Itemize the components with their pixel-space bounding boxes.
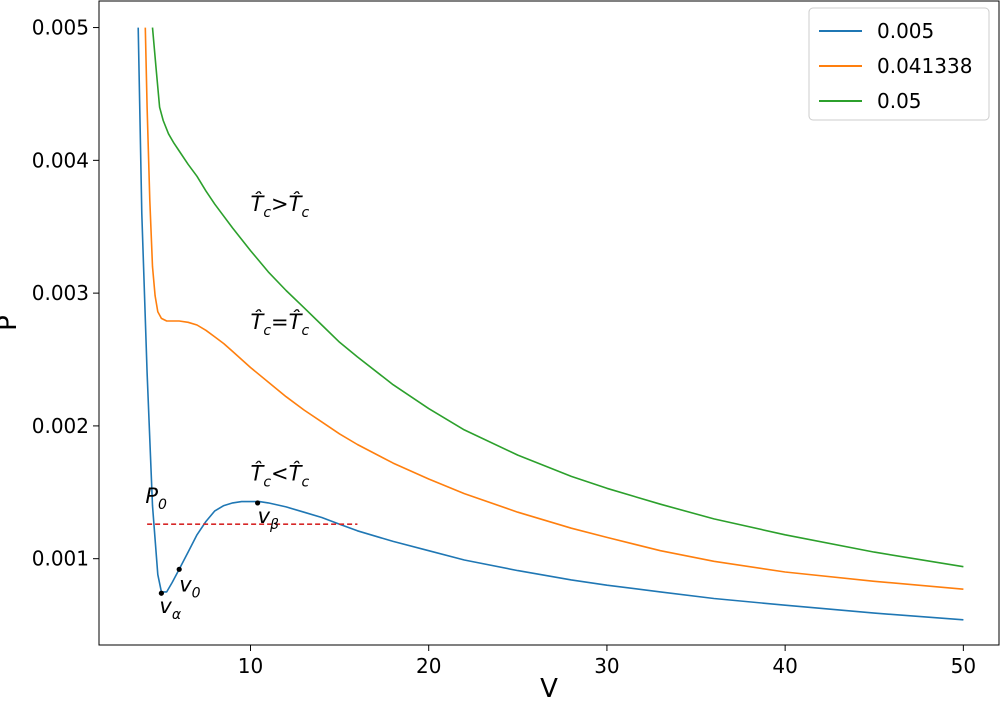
- x-tick-label-4: 50: [951, 654, 976, 678]
- x-tick-label-3: 40: [772, 654, 797, 678]
- y-axis-label: P: [0, 315, 23, 331]
- point-label-0: vα: [159, 594, 181, 623]
- legend-label-0: 0.005: [877, 19, 934, 43]
- plot-frame: [98, 0, 1000, 646]
- point-marker-1: [176, 566, 182, 572]
- series-line-1: [144, 27, 964, 590]
- legend-label-1: 0.041338: [877, 54, 972, 78]
- legend-label-2: 0.05: [877, 89, 922, 113]
- series-line-2: [151, 27, 964, 568]
- annotation-3: T̂c<T̂c: [250, 461, 309, 491]
- y-tick-label-1: 0.002: [32, 414, 89, 438]
- y-tick-label-0: 0.001: [32, 547, 89, 571]
- tick-layer: 10 20 30 40 50 0.001 0.002 0.003 0.004 0.005: [32, 16, 976, 678]
- x-tick-label-1: 20: [416, 654, 441, 678]
- y-tick-label-4: 0.005: [32, 16, 89, 40]
- annotation-1: T̂c>T̂c: [250, 191, 309, 221]
- y-tick-label-3: 0.004: [32, 148, 89, 172]
- point-marker-0: [158, 590, 164, 596]
- legend: 0.005 0.041338 0.05: [808, 7, 990, 121]
- x-tick-label-2: 30: [594, 654, 619, 678]
- point-label-2: vβ: [258, 504, 279, 533]
- annotation-0: P0: [145, 484, 167, 513]
- annotation-2: T̂c=T̂c: [250, 309, 309, 339]
- y-tick-label-2: 0.003: [32, 281, 89, 305]
- legend-frame: [808, 7, 990, 121]
- point-label-1: v0: [179, 572, 200, 601]
- point-marker-2: [255, 500, 261, 506]
- x-axis-label: V: [540, 674, 558, 702]
- x-tick-label-0: 10: [238, 654, 263, 678]
